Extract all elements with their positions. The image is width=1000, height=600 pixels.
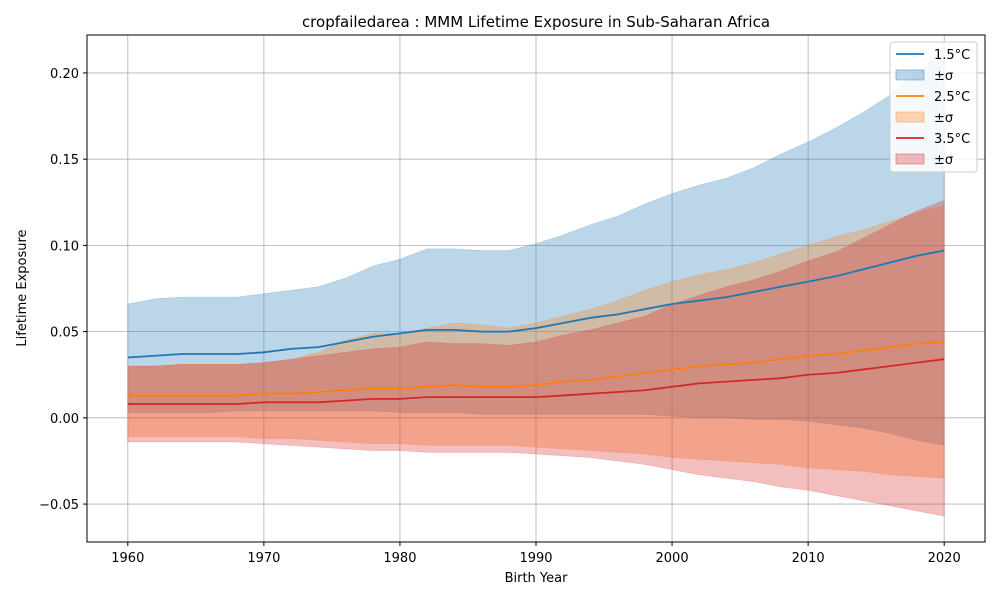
x-tick-label: 1970 — [247, 551, 280, 566]
y-tick-label: 0.00 — [50, 412, 79, 427]
legend-band-label: ±σ — [934, 69, 953, 84]
chart-title: cropfailedarea : MMM Lifetime Exposure i… — [302, 13, 770, 31]
legend-band-swatch — [895, 69, 925, 81]
legend: 1.5°C ±σ 2.5°C ±σ 3.5°C ±σ — [889, 41, 978, 173]
legend-box — [889, 41, 978, 173]
line-series-0 — [127, 249, 945, 359]
x-tick-label: 2010 — [792, 551, 825, 566]
x-tick-label: 1990 — [519, 551, 552, 566]
legend-series-label: 1.5°C — [934, 48, 970, 63]
legend-band-swatch — [895, 153, 925, 165]
legend-band-label: ±σ — [934, 111, 953, 126]
y-tick-label: −0.05 — [39, 498, 79, 513]
line-layer — [127, 249, 945, 405]
x-tick-label: 1960 — [111, 551, 144, 566]
legend-band-swatch — [895, 111, 925, 123]
y-tick-label: 0.20 — [50, 67, 79, 82]
x-axis: 1960 1970 1980 1990 2000 2010 2020 — [111, 542, 961, 566]
y-axis-label: Lifetime Exposure — [15, 229, 30, 346]
y-tick-label: 0.05 — [50, 326, 79, 341]
y-tick-label: 0.15 — [50, 153, 79, 168]
y-axis: −0.05 0.00 0.05 0.10 0.15 0.20 — [39, 67, 87, 513]
x-tick-label: 1980 — [383, 551, 416, 566]
band-series-2 — [127, 200, 945, 517]
band-layer — [127, 46, 945, 517]
y-tick-label: 0.10 — [50, 239, 79, 254]
line-series-1 — [127, 341, 945, 397]
legend-series-label: 3.5°C — [934, 132, 970, 147]
x-tick-label: 2020 — [928, 551, 961, 566]
x-tick-label: 2000 — [656, 551, 689, 566]
band-series-0 — [127, 46, 945, 446]
legend-series-label: 2.5°C — [934, 90, 970, 105]
legend-band-label: ±σ — [934, 153, 953, 168]
x-axis-label: Birth Year — [505, 571, 569, 586]
line-series-2 — [127, 358, 945, 405]
grid — [87, 35, 985, 542]
